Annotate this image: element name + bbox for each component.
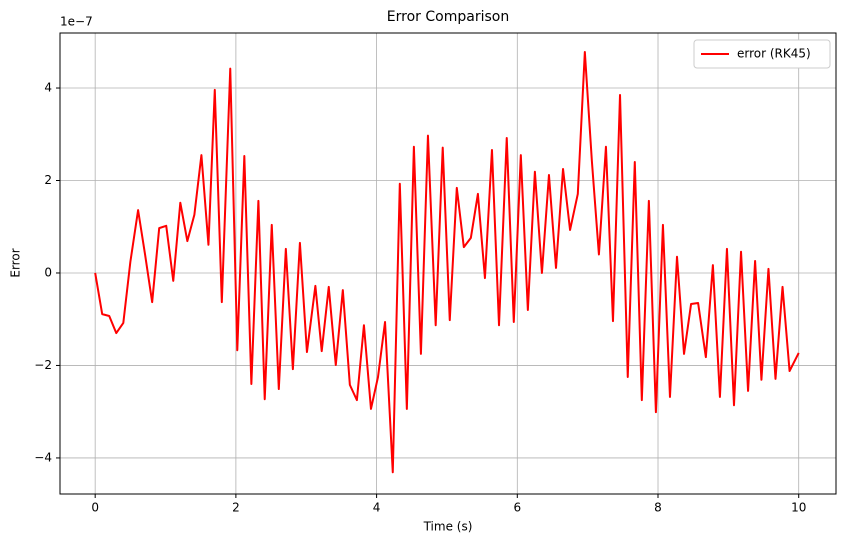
x-axis-label: Time (s) bbox=[423, 520, 473, 534]
y-tick-label: −4 bbox=[34, 450, 52, 464]
line bbox=[94, 50, 800, 474]
x-tick-label: 8 bbox=[654, 501, 662, 515]
y-tick-label: 0 bbox=[44, 265, 52, 279]
y-axis-label: Error bbox=[9, 248, 23, 277]
x-tick-label: 10 bbox=[791, 501, 806, 515]
chart-title: Error Comparison bbox=[387, 9, 509, 25]
x-tick-label: 4 bbox=[373, 501, 381, 515]
legend-label: error (RK45) bbox=[737, 47, 811, 61]
x-tick-label: 2 bbox=[232, 501, 240, 515]
y-tick-label: 4 bbox=[44, 81, 52, 95]
x-tick-label: 0 bbox=[91, 501, 99, 515]
plot-frame bbox=[59, 32, 837, 495]
y-offset-label: 1e−7 bbox=[60, 15, 93, 29]
legend: error (RK45) bbox=[693, 39, 831, 69]
y-tick-label: 2 bbox=[44, 173, 52, 187]
x-tick-label: 6 bbox=[513, 501, 521, 515]
legend-box bbox=[693, 39, 831, 69]
y-tick-label: −2 bbox=[34, 358, 52, 372]
